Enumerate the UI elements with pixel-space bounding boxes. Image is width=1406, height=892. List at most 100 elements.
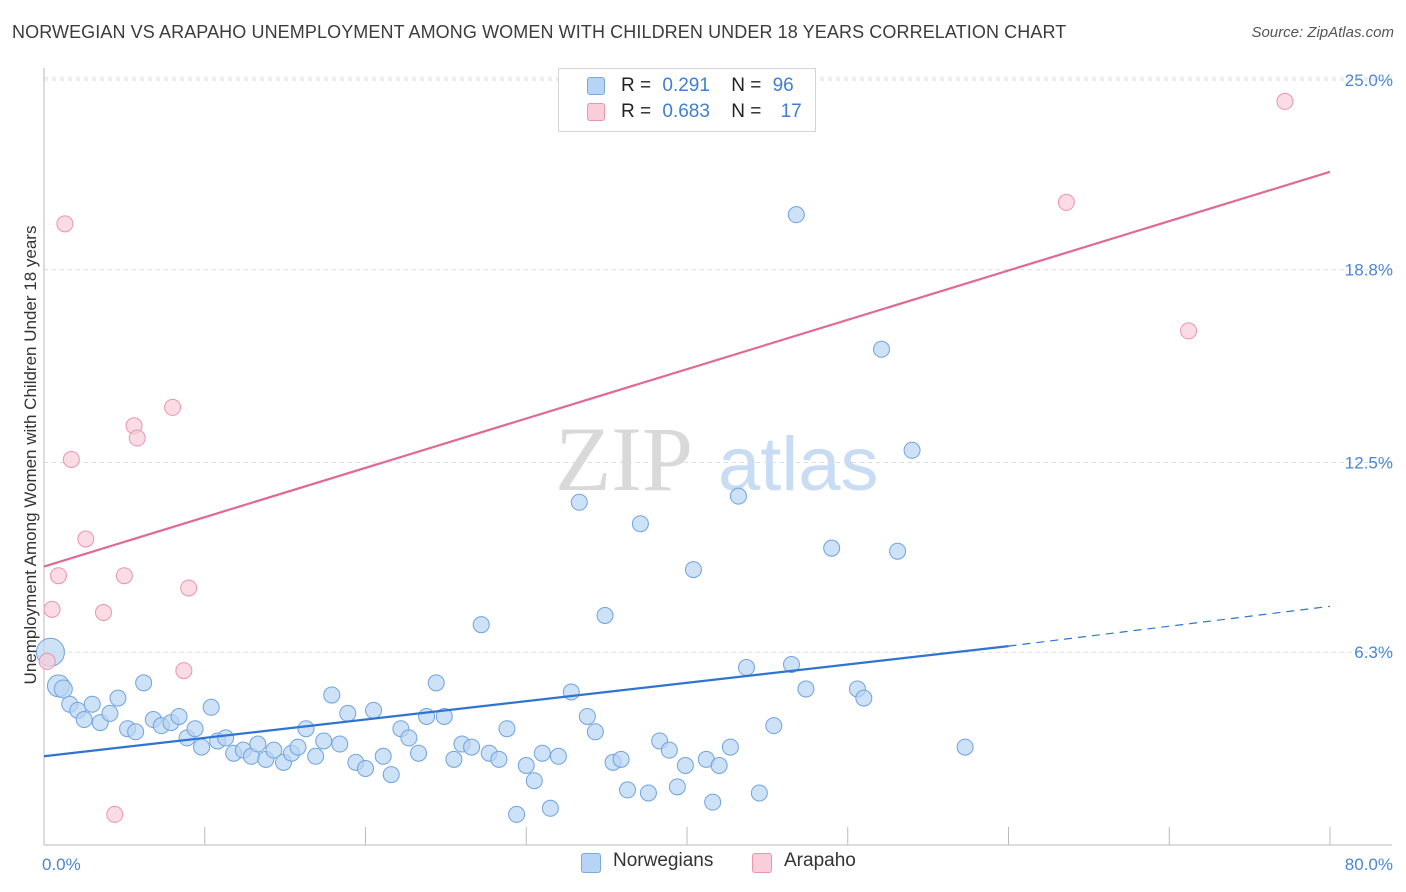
data-point [427,674,445,692]
data-point [75,711,93,729]
data-point [889,542,907,560]
correlation-legend: R = 0.291 N = 96 R = 0.683 N = 17 [558,68,816,132]
data-point [94,603,112,621]
y-tick-label: 12.5% [1345,454,1393,473]
data-point [704,793,722,811]
data-point [382,766,400,784]
data-point [289,738,307,756]
bottom-legend-swatch-arapaho [752,853,772,873]
trend-line-norwegians [43,645,1009,758]
data-point [331,735,349,753]
trend-line-extension-norwegians [1008,605,1331,647]
data-point [265,741,283,759]
legend-text-arapaho: R = 0.683 N = 17 [621,101,802,123]
legend-text-norwegians: R = 0.291 N = 96 [621,75,794,97]
data-point [823,539,841,557]
data-point [541,799,559,817]
legend-swatch-arapaho [587,103,605,121]
y-tick-label: 25.0% [1345,71,1393,90]
data-point [639,784,657,802]
data-point [517,756,535,774]
data-point [101,704,119,722]
data-point [315,732,333,750]
series-norwegians [35,206,974,823]
data-point [170,707,188,725]
data-point [782,655,800,673]
data-point [737,659,755,677]
data-point [180,579,198,597]
data-point [307,747,325,765]
data-point [53,679,73,699]
x-tick-label-min: 0.0% [42,855,81,874]
data-point [357,760,374,777]
legend-r-label: R = [621,75,652,96]
data-point [631,515,649,533]
data-point [612,750,630,768]
data-point [525,772,543,790]
data-point [323,686,341,704]
data-point [135,674,153,692]
data-point [797,680,815,698]
data-point [83,695,101,713]
legend-n-label: N = [731,75,762,96]
x-tick-label-max: 80.0% [1345,855,1393,874]
data-point [596,607,614,624]
bottom-legend-label-arapaho: Arapaho [784,850,856,871]
data-point [38,652,56,670]
data-point [445,750,463,768]
data-point [175,662,193,680]
data-point [660,741,678,759]
y-axis-label: Unemployment Among Women with Children U… [21,226,40,685]
data-point [619,781,637,799]
legend-r-value: 0.291 [662,75,710,96]
data-point [472,616,490,634]
data-point [1180,322,1198,340]
data-point [374,747,392,765]
data-point [115,567,133,585]
data-point [49,567,67,585]
legend-r-label: R = [621,101,652,122]
data-point [490,750,508,768]
data-point [903,441,921,459]
bottom-legend-label-norwegians: Norwegians [613,850,714,871]
data-point [249,735,267,753]
data-point [56,215,74,233]
data-point [435,707,453,725]
data-point [109,689,127,707]
data-point [43,600,61,618]
data-point [855,689,873,707]
data-point [765,717,783,735]
chart-title: NORWEGIAN VS ARAPAHO UNEMPLOYMENT AMONG … [12,22,1067,42]
data-point [873,340,891,358]
data-point [498,720,516,738]
data-point [508,805,526,823]
source-label: Source: ZipAtlas.com [1251,24,1394,41]
data-point [339,704,357,722]
data-point [570,493,588,511]
data-point [77,530,95,548]
legend-swatch-norwegians [587,77,605,95]
data-point [668,778,686,796]
data-point [106,805,124,823]
data-point [578,707,596,725]
data-point [164,398,182,416]
bottom-legend-swatch-norwegians [581,853,601,873]
trend-line-arapaho [43,170,1331,568]
data-point [787,206,805,224]
y-tick-label: 18.8% [1345,261,1393,280]
data-point [729,487,747,505]
legend-n-value: 17 [780,101,802,122]
data-point [193,738,211,756]
data-point [202,698,220,716]
data-point [400,729,418,747]
data-point [721,738,739,756]
series-arapaho [38,92,1294,823]
data-point [1057,193,1075,211]
data-point [710,756,728,774]
data-point [956,738,974,756]
legend-r-value: 0.683 [662,101,710,122]
data-point [463,738,481,756]
legend-n-value: 96 [772,75,794,96]
data-point [533,744,551,762]
